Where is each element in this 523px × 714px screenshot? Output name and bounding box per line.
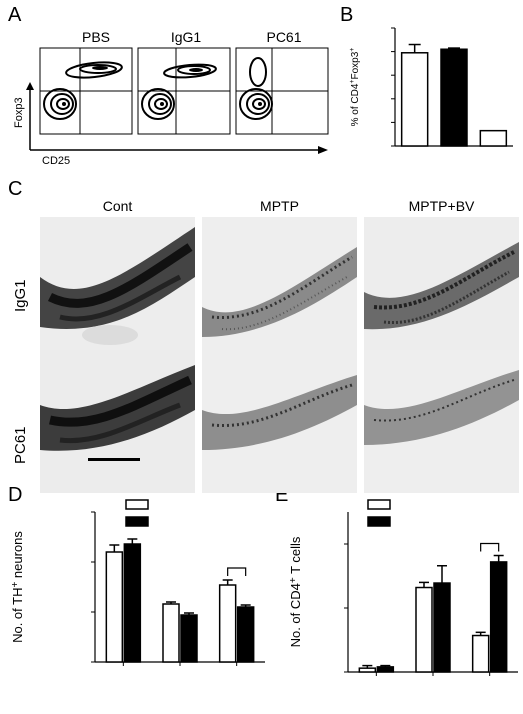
- bar-igg1-m: [162, 603, 180, 663]
- bar-pc61-c: [376, 666, 395, 673]
- flow-cytometry-panel: PBS IgG1 PC61 Foxp3: [13, 29, 329, 167]
- y-axis-label: % of CD4+Foxp3+: [349, 48, 361, 127]
- micrograph-igg1-mptp: [202, 217, 357, 360]
- bar-pc61-m-bv: [236, 606, 255, 663]
- significance-bracket: [480, 542, 500, 552]
- micrograph-pc61-mptp: [202, 350, 357, 493]
- flow-x-axis-label: CD25: [42, 155, 70, 167]
- bar-pc61-m-bv: [489, 561, 508, 673]
- flow-plot-title-pbs: PBS: [82, 29, 110, 45]
- bar-igg1-c: [105, 551, 124, 663]
- flow-plot-title-pc61: PC61: [266, 29, 301, 45]
- bar-igg1-m-bv: [218, 584, 237, 663]
- significance-bracket: [227, 567, 247, 576]
- bar-igg1: [440, 48, 468, 147]
- panel-letter-b: B: [340, 4, 354, 26]
- chart-b: % of CD4+Foxp3+: [349, 27, 513, 147]
- micrograph-igg1-mptp-bv: [364, 217, 519, 360]
- y-axis-label: No. of CD4+ T cells: [288, 536, 303, 647]
- legend-swatch-pc61: [367, 516, 391, 527]
- flow-plot-igg1: IgG1: [137, 29, 231, 135]
- micrograph-row-label-pc61: PC61: [12, 426, 29, 464]
- bar-pc61-m: [433, 582, 451, 673]
- flow-plot-title-igg1: IgG1: [171, 29, 202, 45]
- micrograph-column-label-mptp: MPTP: [260, 198, 299, 214]
- micrograph-pc61-mptp-bv: [364, 350, 519, 493]
- micrograph-igg1-cont: [40, 217, 195, 360]
- bar-igg1-c: [358, 667, 377, 673]
- flow-plot-pc61: PC61: [235, 29, 329, 135]
- legend-swatch-pc61: [125, 516, 149, 527]
- flow-y-axis-label: Foxp3: [13, 97, 25, 128]
- micrograph-column-label-cont: Cont: [102, 198, 133, 214]
- flow-plot-pbs: PBS: [39, 29, 133, 135]
- bar-pbs: [400, 52, 429, 147]
- y-axis-label: No. of TH+ neurons: [10, 531, 25, 643]
- bar-igg1-m: [415, 586, 433, 673]
- micrograph-column-label-mptp-bv: MPTP+BV: [408, 198, 475, 214]
- panel-letter-c: C: [8, 178, 23, 200]
- bar-pc61: [479, 129, 508, 147]
- bar-pc61-c: [123, 543, 142, 663]
- chart-e: No. of CD4+ T cells: [288, 499, 518, 676]
- chart-d: No. of TH+ neurons: [10, 499, 265, 666]
- panel-letter-a: A: [8, 4, 22, 26]
- bar-pc61-m: [180, 614, 198, 663]
- bar-igg1-m-bv: [471, 634, 490, 673]
- panel-letter-d: D: [8, 484, 23, 506]
- legend-swatch-igg1: [367, 499, 391, 510]
- micrograph-row-label-igg1: IgG1: [12, 279, 29, 312]
- micrograph-pc61-cont: [40, 350, 195, 493]
- legend-swatch-igg1: [125, 499, 149, 510]
